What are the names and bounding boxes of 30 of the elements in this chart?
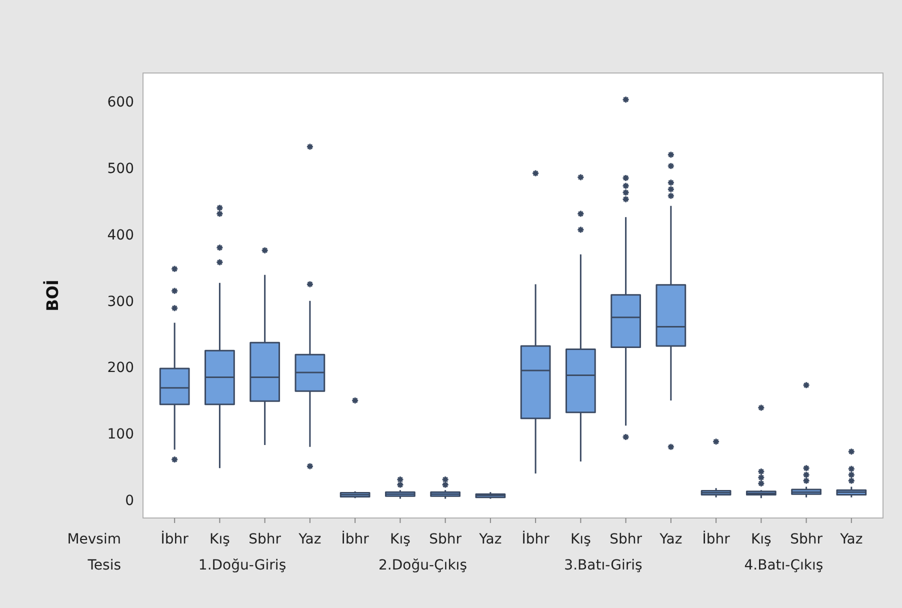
text: Tesis [86, 558, 121, 574]
x-tick-label: Sbhr [790, 532, 823, 548]
y-axis-title: BOİ [42, 280, 62, 312]
x-tick-label: Kış [570, 532, 591, 548]
y-tick-label: 100 [107, 426, 134, 443]
x-tick-label: Kış [390, 532, 410, 548]
y-tick-label: 600 [107, 94, 134, 111]
x-tick-label: İbhr [160, 530, 189, 548]
x-tick-label: İbhr [522, 530, 550, 548]
y-tick-label: 500 [107, 160, 134, 177]
y-tick-label: 200 [107, 360, 134, 376]
x-tick-label: Yaz [658, 532, 682, 548]
x-tick-label: Kış [210, 532, 230, 548]
x-tick-label: Sbhr [429, 532, 462, 548]
text: 3.Batı-Giriş [564, 558, 642, 574]
x-tick-label: Sbhr [610, 532, 642, 548]
y-tick-label: 400 [107, 227, 134, 244]
text: 4.Batı-Çıkış [744, 558, 824, 574]
text: 2.Doğu-Çıkış [378, 558, 467, 574]
x-tick-label: Kış [750, 532, 772, 548]
x-tick-label: Sbhr [248, 532, 282, 548]
y-tick-label: 0 [125, 493, 134, 510]
x-tick-label: İbhr [341, 530, 370, 548]
text: 1.Doğu-Giriş [198, 558, 286, 574]
y-tick-label: 300 [107, 294, 134, 310]
text: Mevsim [67, 532, 121, 548]
x-tick-label: Yaz [478, 532, 502, 548]
x-tick-label: İbhr [702, 530, 730, 548]
x-tick-label: Yaz [839, 532, 863, 548]
x-tick-label: Yaz [298, 532, 322, 548]
